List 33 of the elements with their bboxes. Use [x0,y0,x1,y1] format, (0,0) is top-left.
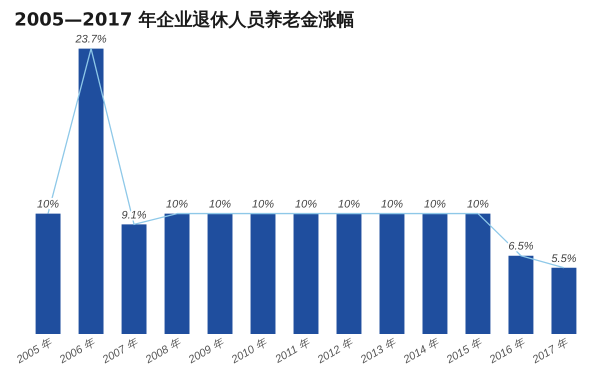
x-tick-label: 2010 年 [228,336,270,367]
bar [122,224,147,334]
data-label: 10% [209,198,232,211]
x-tick-label: 2014 年 [400,336,442,367]
bar [380,214,404,334]
x-tick-label: 2008 年 [142,336,184,367]
data-label: 10% [166,198,188,211]
x-tick-label: 2009 年 [186,336,227,367]
bar [508,256,534,334]
bar [422,214,448,334]
x-tick-label: 2011 年 [272,336,313,366]
data-label: 10% [252,198,274,211]
bar [294,214,318,334]
data-label: 10% [380,198,404,211]
chart-title: 2005—2017 年企业退休人员养老金涨幅 [14,10,355,31]
bar [551,268,576,334]
data-label: 10% [294,198,318,211]
data-label: 10% [466,198,490,211]
data-label: 10% [338,198,360,211]
bar [465,214,490,334]
bar [36,214,61,334]
data-label: 10% [424,198,446,211]
x-tick-label: 2016 年 [486,336,528,367]
x-tick-label: 2013 年 [358,336,399,367]
bar [164,214,190,334]
x-tick-label: 2012 年 [314,336,356,367]
bar [208,214,232,334]
bar [250,214,276,334]
data-label: 23.7% [74,34,107,46]
x-tick-label: 2006 年 [56,336,98,367]
bar [336,214,362,334]
bar [78,48,104,334]
data-label: 5.5% [551,252,577,265]
